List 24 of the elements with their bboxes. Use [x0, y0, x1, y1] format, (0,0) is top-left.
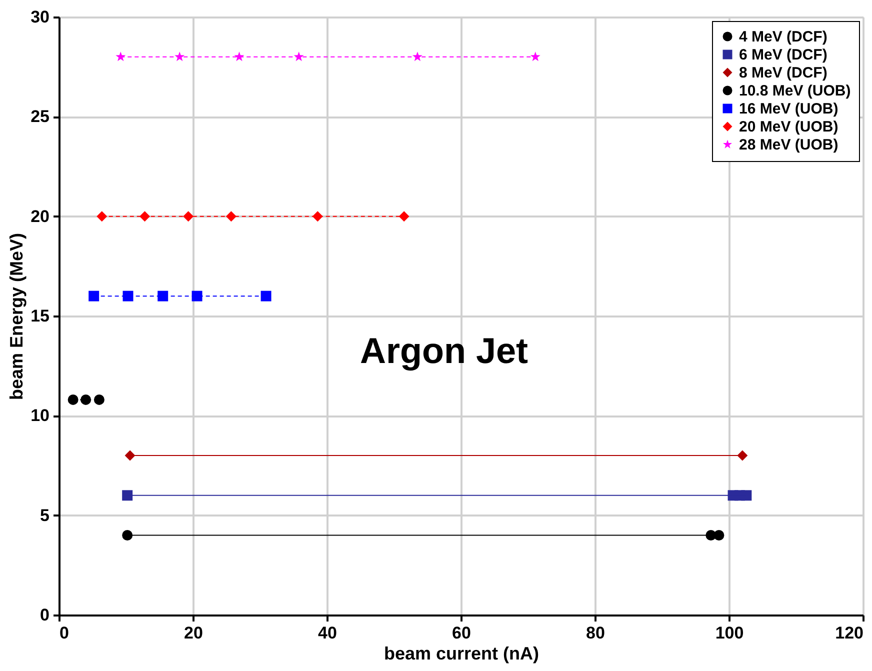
x-tick-label: 80	[586, 624, 605, 642]
legend-label: 8 MeV (DCF)	[739, 64, 828, 82]
legend-label: 6 MeV (DCF)	[739, 46, 828, 64]
y-tick-label: 5	[40, 506, 50, 525]
x-tick-label: 0	[60, 624, 69, 642]
x-tick-label: 20	[184, 624, 203, 642]
y-tick-label: 10	[30, 406, 50, 426]
legend-label: 4 MeV (DCF)	[739, 28, 828, 46]
y-axis-title: beam Energy (MeV)	[6, 232, 27, 400]
y-tick-label: 20	[30, 206, 50, 226]
legend-label: 10.8 MeV (UOB)	[739, 82, 851, 100]
x-axis-title: beam current (nA)	[384, 644, 540, 664]
x-tick-label: 120	[835, 624, 864, 642]
x-tick-label: 100	[715, 624, 744, 642]
y-tick-label: 15	[30, 306, 50, 326]
annotation: Argon Jet	[360, 330, 528, 371]
y-tick-label: 25	[30, 107, 50, 126]
legend-label: 28 MeV (UOB)	[739, 136, 838, 154]
x-tick-label: 40	[318, 624, 337, 642]
legend-label: 20 MeV (UOB)	[739, 118, 838, 136]
x-tick-label: 60	[452, 624, 471, 642]
legend-label: 16 MeV (UOB)	[739, 100, 838, 118]
y-tick-label: 0	[40, 606, 50, 624]
y-tick-label: 30	[30, 8, 50, 26]
